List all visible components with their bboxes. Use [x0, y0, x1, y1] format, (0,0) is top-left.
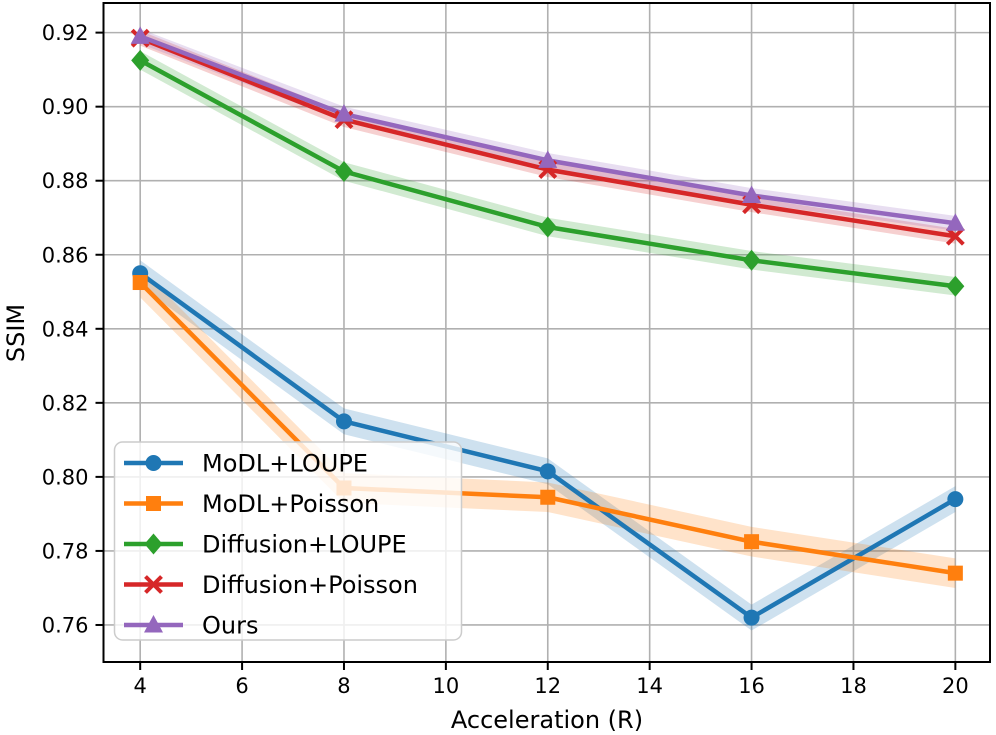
x-tick-label: 4: [133, 674, 146, 698]
marker-triangle-icon: [538, 150, 558, 168]
confidence-band: [140, 51, 956, 296]
legend-item-label: MoDL+Poisson: [202, 490, 379, 518]
y-tick-label: 0.78: [42, 539, 89, 563]
marker-square-icon: [540, 489, 556, 505]
marker-diamond-icon: [334, 160, 353, 182]
y-tick-label: 0.76: [42, 613, 89, 637]
marker-square-icon: [947, 565, 963, 581]
legend-item-label: Ours: [202, 612, 258, 640]
marker-circle-icon: [335, 413, 352, 430]
marker-diamond-icon: [144, 533, 163, 555]
legend-box: [113, 441, 463, 641]
x-tick-label: 14: [636, 674, 663, 698]
y-axis-label: SSIM: [2, 304, 30, 362]
confidence-band: [140, 267, 956, 588]
legend: MoDL+LOUPE MoDL+Poisson Diffusion+LOUPE Dif…: [113, 441, 463, 641]
marker-triangle-icon: [144, 615, 163, 633]
y-tick-label: 0.88: [42, 169, 89, 193]
marker-triangle-icon: [945, 213, 965, 231]
x-tick-label: 16: [738, 674, 765, 698]
legend-item-label: MoDL+LOUPE: [202, 450, 368, 478]
y-tick-label: 0.80: [42, 465, 89, 489]
marker-triangle-icon: [334, 104, 354, 122]
marker-circle-icon: [947, 491, 964, 508]
marker-square-icon: [146, 496, 161, 511]
y-tick-label: 0.90: [42, 95, 89, 119]
x-tick-label: 8: [337, 674, 350, 698]
x-tick-label: 6: [235, 674, 248, 698]
marker-diamond-icon: [131, 49, 150, 71]
y-tick-label: 0.82: [42, 391, 89, 415]
marker-x-icon: [144, 575, 163, 594]
marker-diamond-icon: [742, 249, 761, 271]
axis-layer: 4 6 8 10 12 14 16 18 20 0.76 0.78 0.80 0.82 0.84 0.86 0…: [42, 2, 991, 698]
plot-border: [102, 2, 991, 663]
marker-diamond-icon: [538, 216, 557, 238]
marker-circle-icon: [145, 455, 162, 471]
marker-x-icon: [945, 226, 965, 246]
y-tick-label: 0.86: [42, 243, 89, 267]
y-tick-label: 0.92: [42, 21, 89, 45]
x-tick-label: 10: [433, 674, 460, 698]
marker-circle-icon: [743, 609, 760, 626]
y-tick-label: 0.84: [42, 317, 89, 341]
x-axis-label: Acceleration (R): [451, 706, 643, 734]
x-tick-label: 18: [840, 674, 867, 698]
marker-triangle-icon: [742, 185, 762, 204]
marker-diamond-icon: [946, 275, 965, 297]
marker-circle-icon: [539, 463, 556, 480]
series-marker-layer: [130, 26, 965, 626]
x-tick-label: 12: [534, 674, 561, 698]
legend-item-label: Diffusion+LOUPE: [202, 531, 407, 559]
x-tick-label: 20: [942, 674, 969, 698]
legend-item-label: Diffusion+Poisson: [202, 571, 418, 599]
marker-square-icon: [744, 534, 760, 550]
marker-triangle-icon: [130, 26, 150, 44]
marker-square-icon: [132, 275, 148, 291]
